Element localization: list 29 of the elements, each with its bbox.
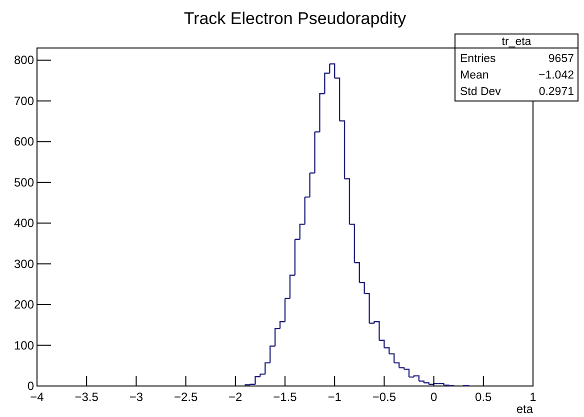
x-tick-label: −3.5 bbox=[74, 390, 99, 404]
text: tr_eta bbox=[502, 36, 532, 48]
x-tick-label: −1 bbox=[328, 390, 342, 404]
x-tick-label: 0 bbox=[430, 390, 438, 404]
y-tick-label: 600 bbox=[14, 134, 34, 149]
x-axis-title: eta bbox=[516, 402, 534, 416]
x-tick-label: −4 bbox=[30, 390, 44, 404]
x-tick-label: −3 bbox=[129, 390, 144, 404]
y-tick-label: 0 bbox=[27, 379, 34, 393]
x-tick-label: −2 bbox=[228, 390, 243, 404]
y-tick-label: 800 bbox=[14, 53, 34, 68]
chart-title: Track Electron Pseudorapdity bbox=[184, 9, 407, 28]
y-tick-label: 300 bbox=[14, 256, 34, 271]
annotation: Std Dev bbox=[460, 86, 502, 98]
text: 0.2971 bbox=[538, 86, 574, 98]
y-tick-label: 500 bbox=[14, 175, 34, 190]
annotation: Mean bbox=[460, 70, 489, 82]
text: −1.042 bbox=[538, 70, 574, 82]
x-tick-label: −1.5 bbox=[273, 390, 298, 404]
x-tick-label: 0.5 bbox=[475, 390, 492, 404]
y-tick-label: 400 bbox=[14, 216, 34, 230]
x-tick-label: −0.5 bbox=[372, 390, 396, 404]
x-tick-label: −2.5 bbox=[174, 390, 198, 404]
annotation: Entries bbox=[460, 53, 496, 65]
y-tick-label: 200 bbox=[14, 298, 34, 312]
y-tick-label: 100 bbox=[14, 338, 34, 352]
y-tick-label: 700 bbox=[14, 94, 34, 108]
x-tick-label: 1 bbox=[530, 390, 537, 404]
text: 9657 bbox=[548, 53, 574, 65]
